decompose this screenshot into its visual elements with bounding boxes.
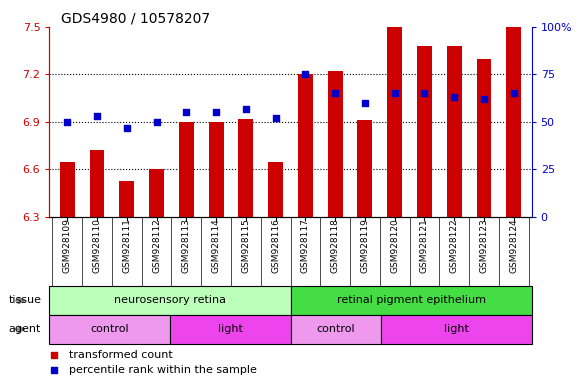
Text: GSM928115: GSM928115 — [241, 218, 250, 273]
Bar — [268, 162, 283, 217]
Point — [152, 119, 161, 125]
Text: GSM928109: GSM928109 — [63, 218, 71, 273]
Point — [63, 119, 72, 125]
Bar — [49, 286, 290, 315]
Text: GSM928112: GSM928112 — [152, 218, 161, 273]
Text: agent: agent — [9, 324, 41, 334]
Point — [360, 100, 370, 106]
Text: tissue: tissue — [9, 295, 42, 306]
Bar — [506, 27, 521, 217]
Text: GSM928113: GSM928113 — [182, 218, 191, 273]
Point — [271, 115, 280, 121]
Text: GSM928120: GSM928120 — [390, 218, 399, 273]
Bar — [170, 315, 290, 344]
Text: GSM928117: GSM928117 — [301, 218, 310, 273]
Bar — [388, 27, 402, 217]
Text: neurosensory retina: neurosensory retina — [114, 295, 226, 306]
Bar — [179, 122, 193, 217]
Point — [92, 113, 102, 119]
Text: control: control — [317, 324, 355, 334]
Point — [301, 71, 310, 78]
Bar — [149, 169, 164, 217]
Point — [49, 367, 59, 374]
Text: GSM928123: GSM928123 — [479, 218, 489, 273]
Point — [182, 109, 191, 116]
Text: GSM928124: GSM928124 — [510, 218, 518, 273]
Text: GSM928122: GSM928122 — [450, 218, 459, 273]
Point — [450, 94, 459, 100]
Bar — [49, 315, 170, 344]
Text: GDS4980 / 10578207: GDS4980 / 10578207 — [61, 12, 210, 25]
Point — [241, 106, 250, 112]
Text: light: light — [444, 324, 469, 334]
Bar — [381, 315, 532, 344]
Bar — [447, 46, 462, 217]
Bar — [60, 162, 75, 217]
Bar — [417, 46, 432, 217]
Point — [122, 124, 131, 131]
Point — [509, 90, 518, 96]
Text: transformed count: transformed count — [69, 350, 173, 360]
Point — [331, 90, 340, 96]
Point — [420, 90, 429, 96]
Text: GSM928116: GSM928116 — [271, 218, 280, 273]
Text: GSM928119: GSM928119 — [360, 218, 370, 273]
Text: retinal pigment epithelium: retinal pigment epithelium — [336, 295, 486, 306]
Bar — [119, 180, 134, 217]
Point — [479, 96, 489, 102]
Bar — [89, 151, 105, 217]
Point — [211, 109, 221, 116]
Text: control: control — [91, 324, 129, 334]
Text: GSM928111: GSM928111 — [122, 218, 131, 273]
Text: GSM928118: GSM928118 — [331, 218, 340, 273]
Bar — [357, 120, 372, 217]
Bar — [290, 286, 532, 315]
Text: percentile rank within the sample: percentile rank within the sample — [69, 366, 257, 376]
Bar — [238, 119, 253, 217]
Text: GSM928110: GSM928110 — [92, 218, 102, 273]
Point — [390, 90, 399, 96]
Text: light: light — [218, 324, 243, 334]
Bar — [290, 315, 381, 344]
Point — [49, 352, 59, 358]
Bar — [328, 71, 343, 217]
Text: GSM928121: GSM928121 — [420, 218, 429, 273]
Bar — [476, 58, 492, 217]
Bar — [209, 122, 224, 217]
Text: GSM928114: GSM928114 — [211, 218, 221, 273]
Bar — [298, 74, 313, 217]
